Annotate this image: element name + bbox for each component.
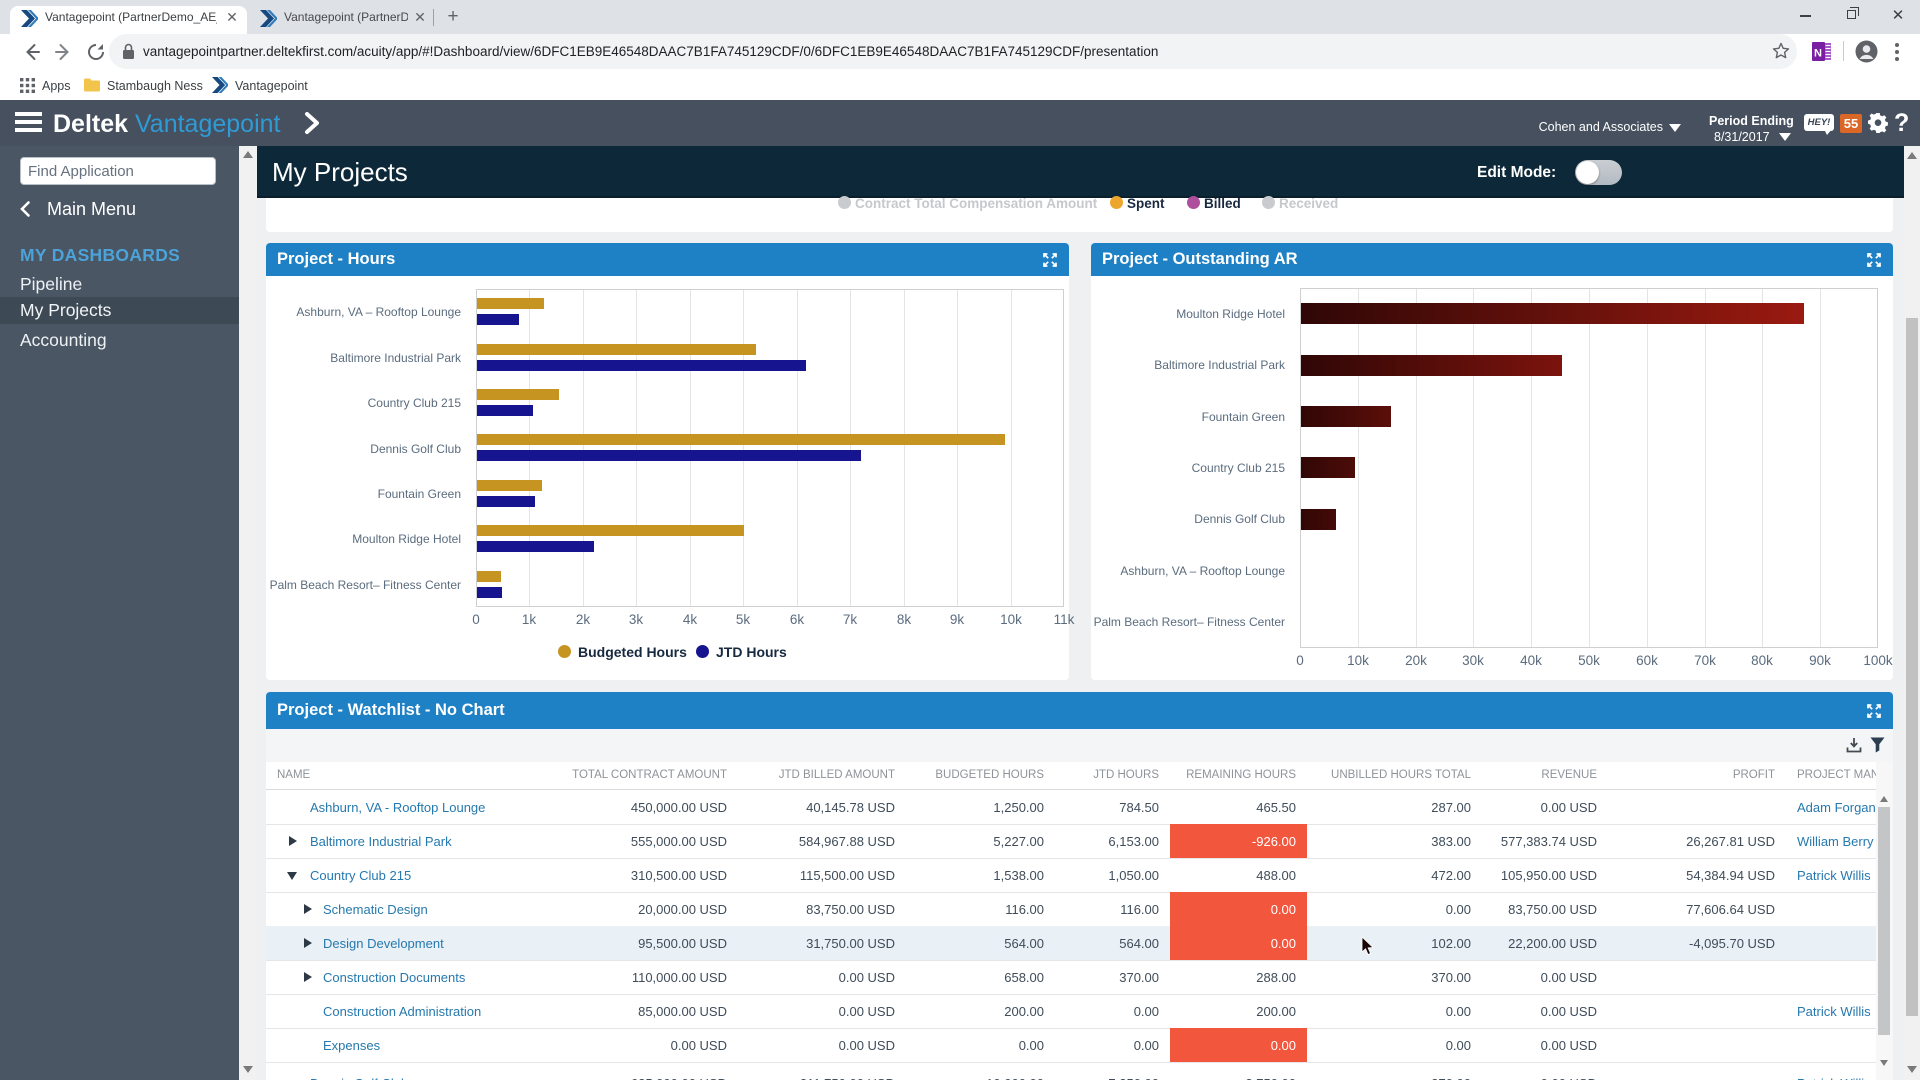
svg-text:N: N <box>1814 48 1822 60</box>
